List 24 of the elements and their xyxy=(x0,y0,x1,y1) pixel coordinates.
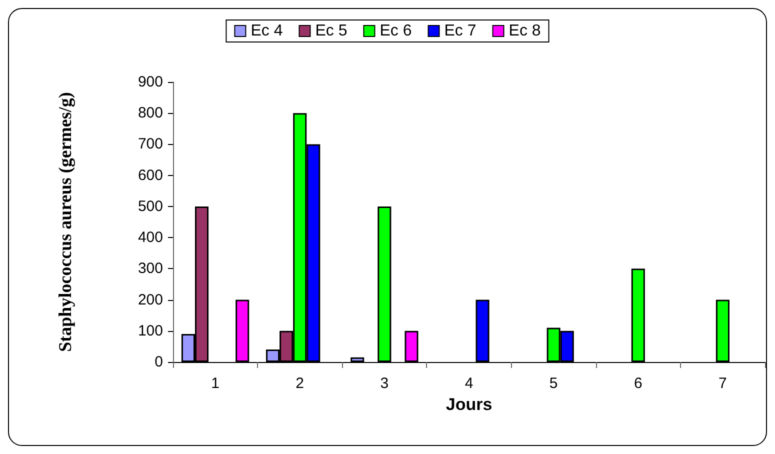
legend-label: Ec 6 xyxy=(380,22,412,40)
legend-label: Ec 5 xyxy=(315,22,348,40)
x-tick-label: 3 xyxy=(380,375,389,392)
x-axis-title: Jours xyxy=(446,394,492,414)
y-tick-label: 400 xyxy=(138,229,163,246)
x-tick-label: 5 xyxy=(549,375,558,392)
x-tick-label: 7 xyxy=(718,375,727,392)
y-tick-label: 200 xyxy=(138,291,163,308)
x-tick-label: 2 xyxy=(296,375,304,392)
y-axis-title: Staphylococcus aureus (germes/g) xyxy=(55,92,75,352)
y-tick-label: 100 xyxy=(138,322,163,340)
legend-label: Ec 8 xyxy=(508,22,541,40)
legend-label: Ec 7 xyxy=(444,22,476,40)
y-tick-label: 900 xyxy=(138,74,163,90)
y-tick-label: 800 xyxy=(138,104,163,122)
x-tick-label: 4 xyxy=(464,375,474,392)
y-tick-label: 700 xyxy=(138,136,163,153)
y-tick-label: 600 xyxy=(138,166,163,184)
y-tick-label: 0 xyxy=(154,354,163,370)
y-tick-label: 300 xyxy=(138,260,163,278)
x-tick-label: 6 xyxy=(634,375,642,392)
x-tick-label: 1 xyxy=(211,375,220,392)
y-tick-label: 500 xyxy=(138,198,163,215)
legend-label: Ec 4 xyxy=(250,22,283,40)
